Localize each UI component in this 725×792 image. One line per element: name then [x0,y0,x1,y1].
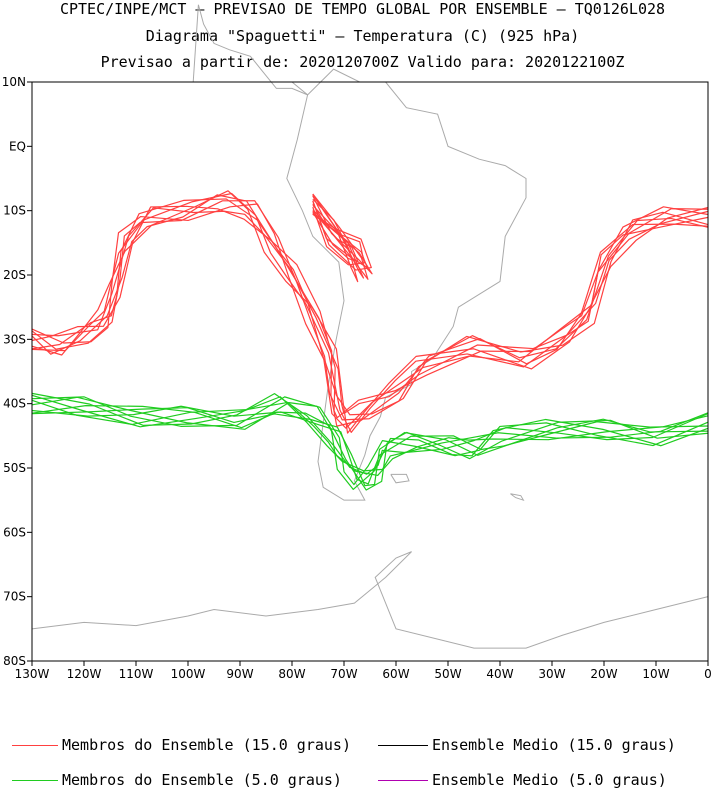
member5-line [31,405,709,491]
x-tick-label: 0 [704,667,712,681]
x-tick-label: 60W [382,667,409,681]
member5-line [31,394,709,472]
plot-frame [31,81,709,662]
chart-title-line2: Diagrama "Spaguetti" – Temperatura (C) (… [145,27,580,45]
legend-mean5-label: Ensemble Medio (5.0 graus) [432,771,667,789]
member15-line [31,205,709,419]
x-tick-label: 10W [642,667,669,681]
central-america-coast [192,4,308,96]
member15-line [31,190,709,434]
y-tick-label: 30S [3,332,26,346]
member15-line [31,192,709,433]
member5-line [31,407,709,487]
south-georgia-coast [510,493,525,502]
x-tick-label: 50W [434,667,461,681]
x-tick-label: 80W [278,667,305,681]
x-tick-label: 120W [67,667,102,681]
legend-mean5-swatch [378,779,428,781]
y-tick-label: 10S [3,204,26,218]
legend-member5-swatch [12,779,58,781]
member15-line [31,206,709,415]
member15-line [31,198,709,429]
axis-ticks: 130W 120W 110W 100W 90W 80W 70W 60W 50W 40W 30W 20W… [2,75,712,681]
legend-member5-label: Membros do Ensemble (5.0 graus) [62,771,342,789]
y-tick-label: 80S [3,654,26,668]
ensemble-members-layer [31,190,709,491]
member15-line [31,203,709,416]
legend-member15: Membros do Ensemble (15.0 graus) [12,736,351,754]
legend-member15-swatch [12,744,58,746]
x-tick-label: 20W [590,667,617,681]
x-tick-label: 40W [486,667,513,681]
y-tick-label: 50S [3,461,26,475]
member5-line [31,396,709,491]
x-tick-label: 70W [330,667,357,681]
legend-member15-label: Membros do Ensemble (15.0 graus) [62,736,351,754]
y-tick-label: 20S [3,268,26,282]
legend-mean15: Ensemble Medio (15.0 graus) [378,736,676,754]
chart-title-line3: Previsao a partir de: 2020120700Z Valido… [100,53,625,71]
antarctica-coast [31,551,709,649]
member5-line [31,399,709,477]
y-tick-label: EQ [9,139,26,153]
falklands-coast [390,473,410,484]
x-tick-label: 90W [226,667,253,681]
member15-line [31,194,709,427]
x-tick-label: 110W [119,667,154,681]
x-tick-label: 30W [538,667,565,681]
legend-member5: Membros do Ensemble (5.0 graus) [12,771,342,789]
y-tick-label: 70S [3,590,26,604]
y-tick-label: 40S [3,397,26,411]
y-tick-label: 60S [3,525,26,539]
coastline-layer [31,4,709,649]
member15-loop-line [312,206,365,266]
legend-mean15-label: Ensemble Medio (15.0 graus) [432,736,676,754]
x-tick-label: 130W [15,667,50,681]
member15-loop-line [312,200,372,271]
legend-mean15-swatch [378,744,428,746]
member5-line [31,396,709,486]
x-tick-label: 100W [171,667,206,681]
y-tick-label: 10N [2,75,26,89]
chart-title-line1: CPTEC/INPE/MCT – PREVISAO DE TEMPO GLOBA… [59,0,666,18]
legend-mean5: Ensemble Medio (5.0 graus) [378,771,667,789]
